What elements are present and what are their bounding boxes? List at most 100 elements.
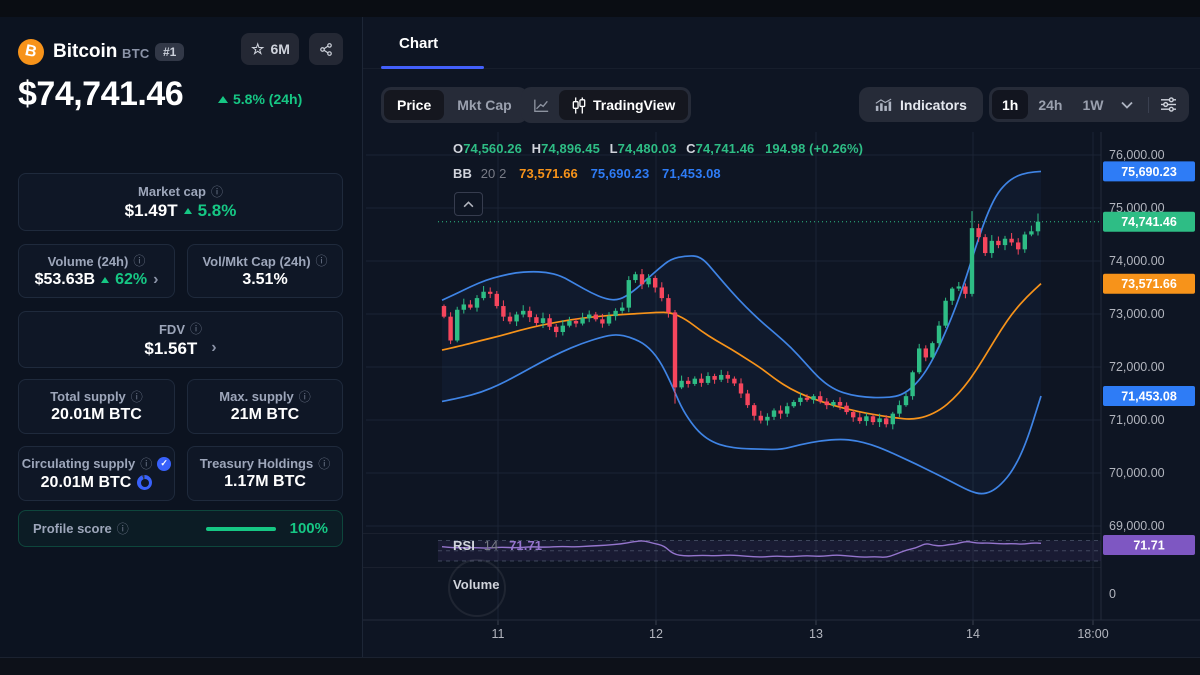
tab-chart[interactable]: Chart: [399, 35, 439, 52]
timeframe-1w[interactable]: 1W: [1082, 96, 1104, 113]
profile-score-value: 100%: [289, 520, 328, 537]
up-arrow-icon: [218, 95, 228, 103]
svg-text:75,690.23: 75,690.23: [1121, 165, 1177, 179]
vol-mkt-cap-label: Vol/Mkt Cap (24h): [202, 253, 311, 269]
volume-change: 62%: [115, 270, 148, 288]
total-supply-label: Total supply: [50, 389, 126, 404]
volume-label: Volume (24h): [47, 253, 129, 269]
chevron-up-icon: [463, 200, 474, 207]
total-supply-card: Total supply ⓘ 20.01M BTC: [18, 379, 175, 434]
candle-change: 194.98 (+0.26%): [765, 141, 864, 156]
tradingview-label: TradingView: [593, 97, 676, 113]
chart-settings-button[interactable]: [1156, 90, 1181, 119]
svg-text:69,000.00: 69,000.00: [1109, 519, 1165, 533]
indicators-button[interactable]: Indicators: [859, 87, 983, 122]
divider: [1148, 96, 1150, 113]
volume-pane-label: Volume: [453, 577, 500, 592]
svg-text:14: 14: [966, 627, 980, 641]
svg-text:74,741.46: 74,741.46: [1121, 215, 1177, 229]
indicators-label: Indicators: [900, 96, 967, 113]
sliders-icon: [1161, 97, 1177, 112]
line-chart-icon: [534, 99, 549, 112]
svg-text:73,000.00: 73,000.00: [1109, 307, 1165, 321]
share-icon: [320, 42, 332, 56]
toggle-price[interactable]: Price: [384, 90, 445, 120]
info-icon[interactable]: ⓘ: [140, 456, 153, 471]
market-cap-label: Market cap: [138, 184, 206, 199]
market-cap-value: $1.49T: [124, 201, 178, 220]
total-supply-value: 20.01M BTC: [51, 406, 142, 423]
circulating-supply-card: Circulating supply ⓘ ✓ 20.01M BTC: [18, 446, 175, 501]
svg-text:74,000.00: 74,000.00: [1109, 254, 1165, 268]
watchlist-button[interactable]: ☆ 6M: [241, 33, 299, 65]
bottom-strip: [0, 657, 1200, 675]
svg-text:73,571.66: 73,571.66: [1121, 277, 1177, 291]
svg-text:71,000.00: 71,000.00: [1109, 413, 1165, 427]
price-change-24h: 5.8% (24h): [218, 91, 302, 107]
svg-text:76,000.00: 76,000.00: [1109, 148, 1165, 162]
collapse-legend-button[interactable]: [454, 192, 483, 216]
profile-score-bar: [205, 526, 276, 531]
max-supply-value: 21M BTC: [230, 406, 300, 423]
tradingview-watermark: [448, 559, 506, 617]
svg-text:75,000.00: 75,000.00: [1109, 201, 1165, 215]
circulating-supply-label: Circulating supply: [21, 456, 136, 471]
fdv-card: FDV ⓘ $1.56T ›: [18, 311, 343, 368]
chart-type-toggle: TradingView: [521, 87, 692, 123]
svg-text:71.71: 71.71: [1133, 539, 1164, 553]
tab-bar: Chart: [363, 17, 1200, 69]
info-icon[interactable]: ⓘ: [133, 254, 146, 268]
svg-text:71,453.08: 71,453.08: [1121, 389, 1177, 403]
market-cap-change: 5.8%: [197, 201, 237, 220]
toggle-mkt-cap[interactable]: Mkt Cap: [457, 97, 512, 113]
svg-text:12: 12: [649, 627, 663, 641]
vol-mkt-cap-value: 3.51%: [242, 270, 288, 288]
timeframe-1h[interactable]: 1h: [992, 90, 1029, 119]
svg-text:70,000.00: 70,000.00: [1109, 466, 1165, 480]
coin-price: $74,741.46: [18, 75, 184, 113]
svg-text:18:00: 18:00: [1077, 627, 1108, 641]
treasury-value: 1.17M BTC: [224, 473, 306, 490]
info-icon[interactable]: ⓘ: [116, 521, 129, 536]
fdv-value: $1.56T: [144, 338, 198, 358]
svg-text:72,000.00: 72,000.00: [1109, 360, 1165, 374]
chevron-down-icon: [1121, 101, 1134, 109]
up-arrow-icon: [101, 276, 110, 283]
info-icon[interactable]: ⓘ: [318, 456, 331, 471]
ohlc-legend: O74,560.26 H74,896.45 L74,480.03 C74,741…: [453, 141, 864, 156]
profile-score-card: Profile score ⓘ 100%: [18, 510, 343, 547]
info-icon[interactable]: ⓘ: [189, 322, 202, 336]
star-icon: ☆: [251, 41, 265, 58]
svg-text:13: 13: [809, 627, 823, 641]
line-chart-toggle[interactable]: [524, 90, 559, 120]
treasury-label: Treasury Holdings: [199, 456, 314, 471]
info-icon[interactable]: ⓘ: [298, 389, 311, 404]
vol-mkt-cap-card: Vol/Mkt Cap (24h) ⓘ 3.51%: [187, 244, 343, 298]
rank-badge: #1: [155, 43, 185, 61]
tradingview-chart[interactable]: 76,000.00 75,000.00 74,000.00 73,000.00 72,0…: [363, 130, 1200, 658]
share-button[interactable]: [309, 33, 343, 65]
verified-check-icon: ✓: [157, 456, 172, 471]
top-strip: [0, 0, 1200, 17]
chart-panel: Chart Price Mkt Cap TradingView: [362, 17, 1200, 657]
active-tab-underline: [381, 66, 484, 69]
svg-text:11: 11: [492, 627, 505, 641]
max-supply-card: Max. supply ⓘ 21M BTC: [187, 379, 343, 434]
max-supply-label: Max. supply: [219, 389, 294, 404]
info-icon[interactable]: ⓘ: [130, 389, 143, 404]
bollinger-legend: BB 20 2 73,571.66 75,690.23 71,453.08: [453, 166, 721, 181]
profile-score-label: Profile score: [33, 521, 112, 536]
info-icon[interactable]: ⓘ: [210, 184, 223, 199]
timeframe-24h[interactable]: 24h: [1038, 96, 1063, 113]
circulating-supply-value: 20.01M BTC: [40, 473, 132, 491]
timeframe-selector: 1h 24h 1W: [989, 87, 1190, 122]
info-icon[interactable]: ⓘ: [315, 254, 328, 268]
up-arrow-icon: [183, 207, 192, 214]
coin-ticker: BTC: [122, 46, 150, 61]
supply-progress-ring-icon: [137, 475, 153, 490]
bitcoin-logo-icon: B: [18, 39, 44, 65]
timeframe-dropdown[interactable]: [1113, 90, 1141, 119]
rsi-legend: RSI 14 71.71: [453, 538, 543, 553]
treasury-holdings-card: Treasury Holdings ⓘ 1.17M BTC: [187, 446, 343, 501]
tradingview-toggle[interactable]: TradingView: [559, 90, 689, 120]
